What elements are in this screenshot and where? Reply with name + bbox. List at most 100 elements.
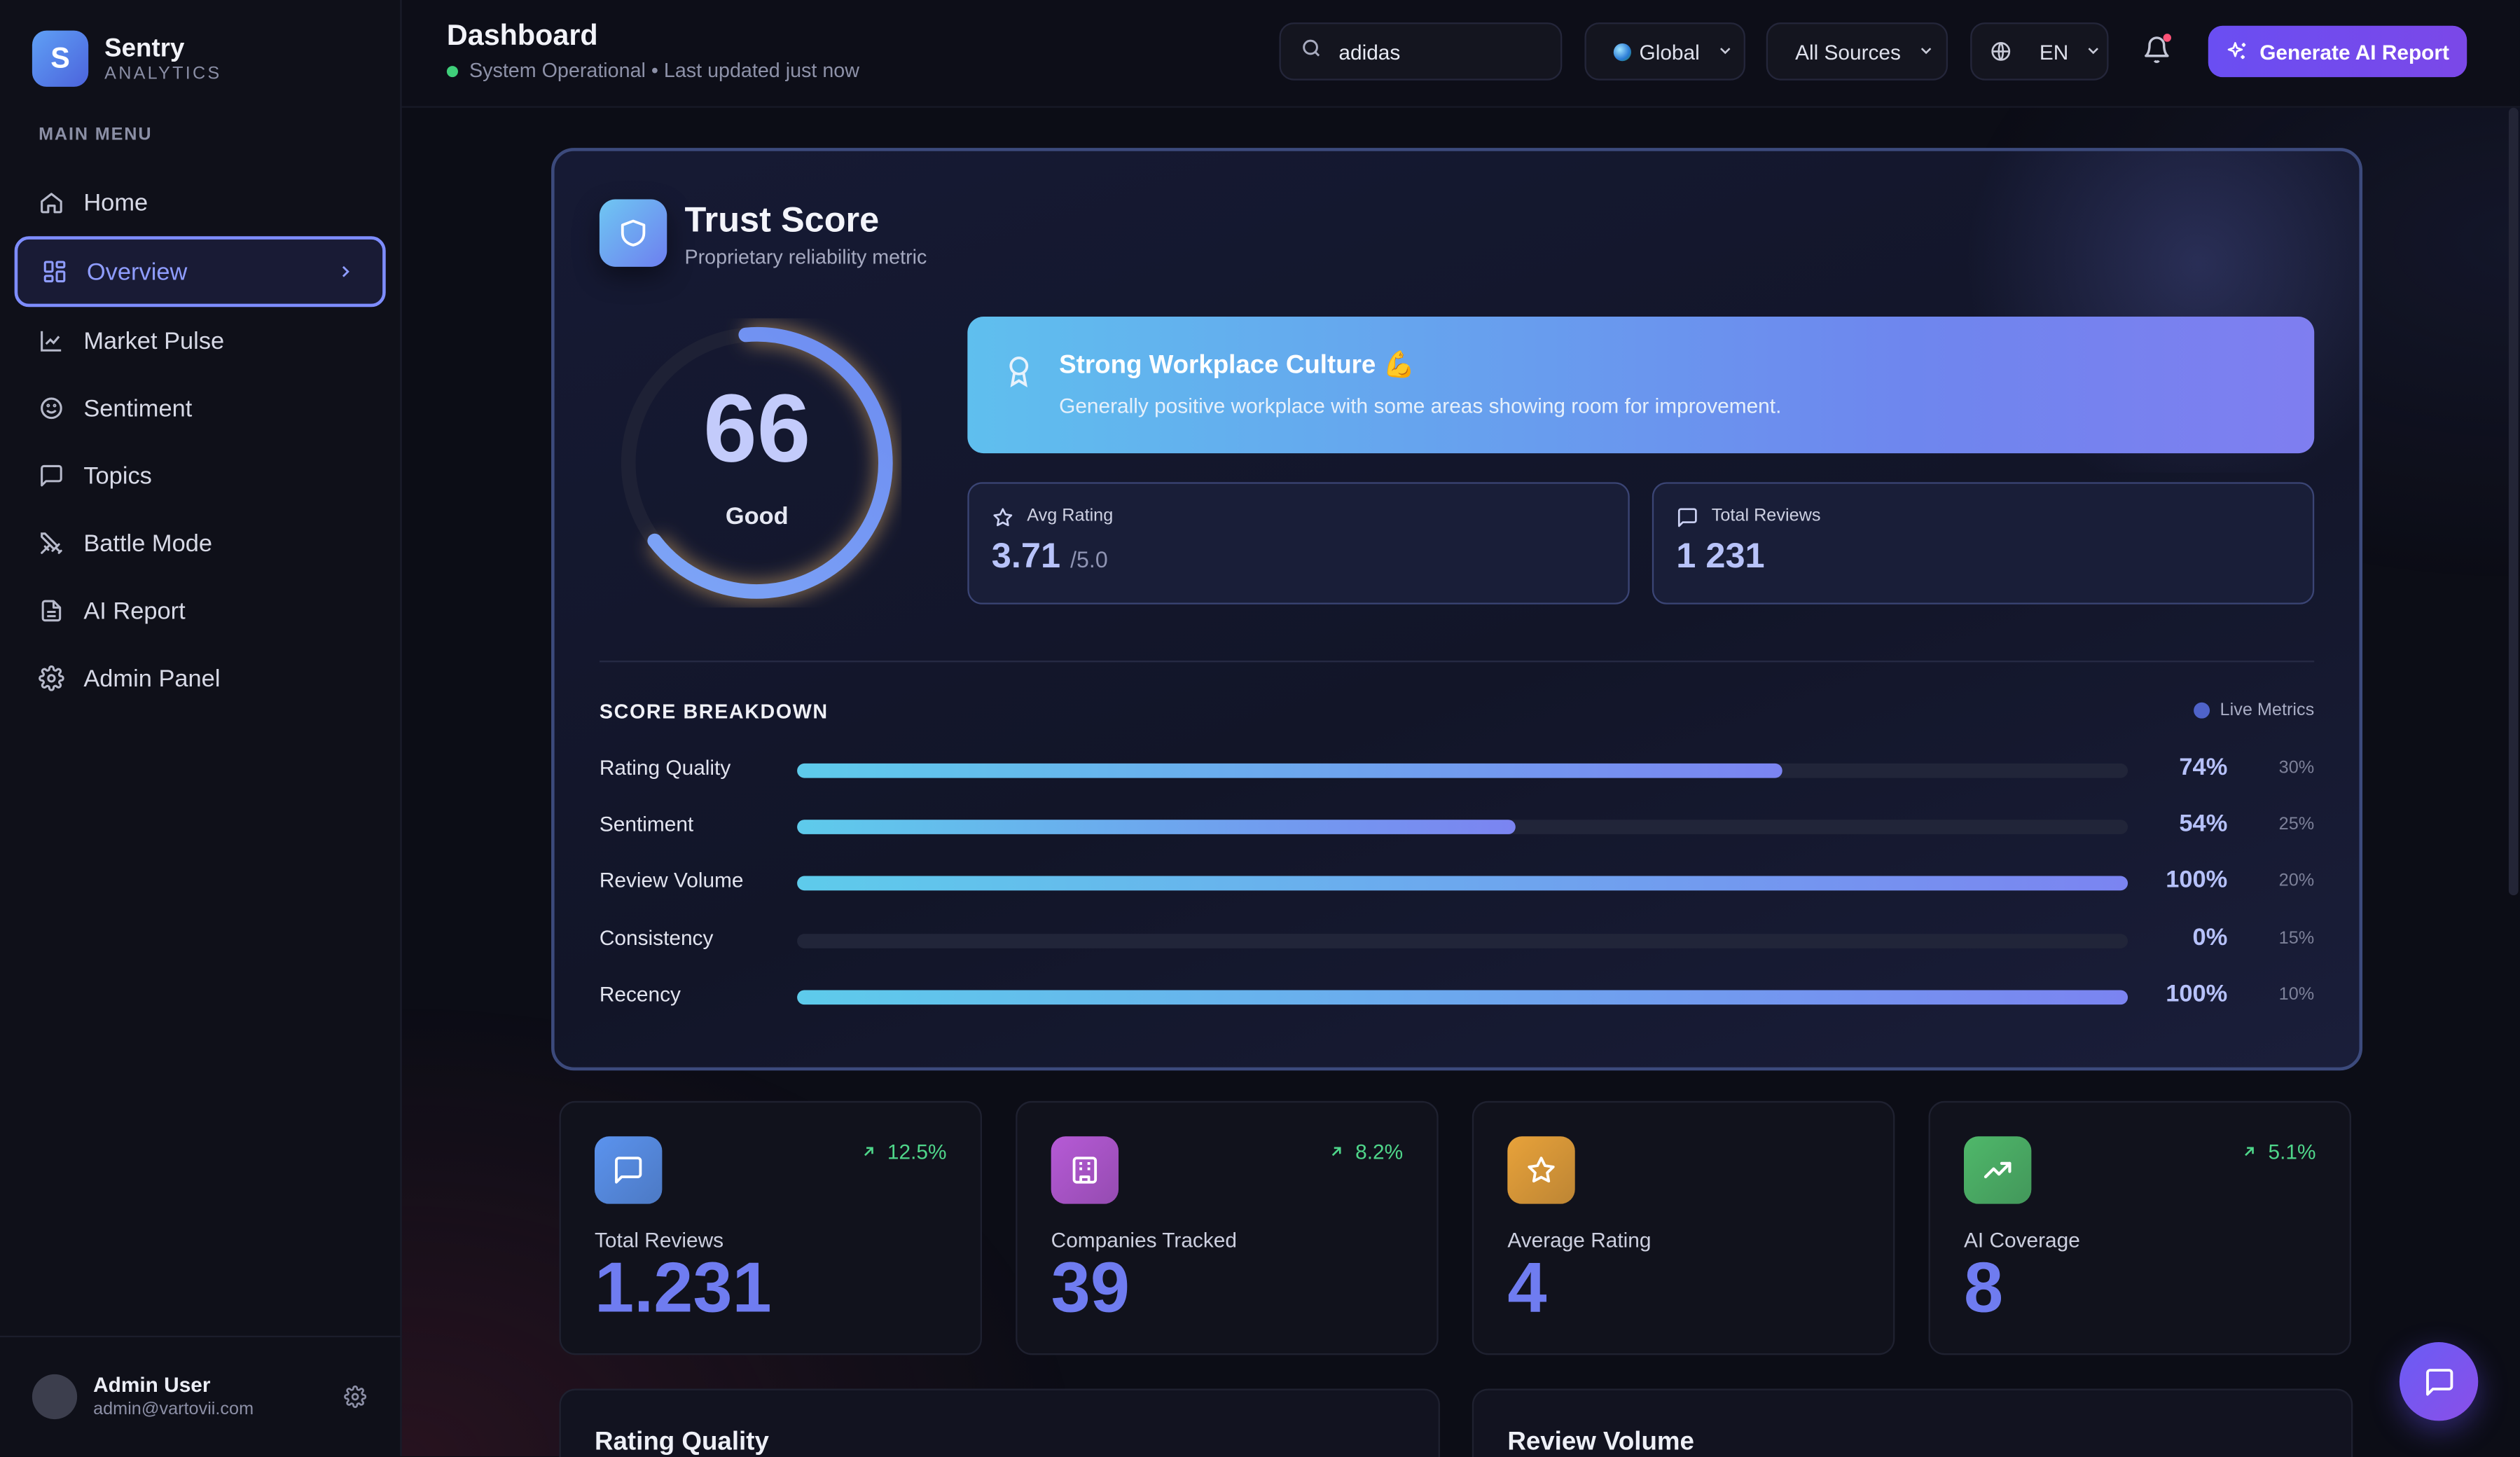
scrollbar[interactable] xyxy=(2508,107,2519,896)
avg-rating-value: 3.71 /5.0 xyxy=(992,535,1108,577)
stat-value: 39 xyxy=(1051,1248,1130,1328)
score-gauge xyxy=(618,324,896,602)
breakdown-title: SCORE BREAKDOWN xyxy=(599,700,829,724)
stat-card-ai-coverage[interactable]: 5.1% AI Coverage 8 xyxy=(1928,1100,2351,1355)
system-status: System Operational • Last updated just n… xyxy=(446,60,859,82)
sidebar-item-ai-report[interactable]: AI Report xyxy=(15,577,386,644)
breakdown-percent: 0% xyxy=(2192,924,2228,952)
sidebar-item-sentiment[interactable]: Sentiment xyxy=(15,375,386,442)
score-value: 66 xyxy=(703,374,811,483)
sidebar-item-label: Topics xyxy=(83,462,152,490)
breakdown-percent: 100% xyxy=(2166,980,2228,1008)
breakdown-row: Rating Quality 74% 30% xyxy=(600,754,2314,786)
chevron-down-icon xyxy=(1716,39,1733,63)
trending-up-icon xyxy=(1964,1136,2032,1204)
stat-label: Average Rating xyxy=(1507,1228,1652,1252)
review-volume-card: Review Volume xyxy=(1472,1388,2353,1457)
sidebar-item-topics[interactable]: Topics xyxy=(15,442,386,509)
trend-value: 5.1% xyxy=(2268,1139,2316,1164)
chat-icon xyxy=(2423,1365,2455,1397)
home-icon xyxy=(39,190,64,216)
breakdown-bar-fill xyxy=(797,820,1516,834)
total-reviews-value: 1 231 xyxy=(1676,535,1765,576)
chevron-down-icon xyxy=(2084,39,2102,63)
breakdown-percent: 100% xyxy=(2166,866,2228,894)
grid-icon xyxy=(42,258,68,284)
sidebar-item-market-pulse[interactable]: Market Pulse xyxy=(15,307,386,374)
star-icon xyxy=(1507,1136,1575,1204)
breakdown-bar-track xyxy=(797,820,2128,834)
trend-value: 8.2% xyxy=(1355,1139,1404,1164)
stat-card-average-rating[interactable]: Average Rating 4 xyxy=(1472,1100,1895,1355)
message-square-icon xyxy=(1676,506,1698,537)
avg-rating-label: Avg Rating xyxy=(1027,506,1114,526)
stat-value: 1.231 xyxy=(595,1248,772,1328)
breakdown-weight: 25% xyxy=(2278,815,2315,834)
sidebar-item-label: Admin Panel xyxy=(83,664,221,692)
stat-card-total-reviews[interactable]: 12.5% Total Reviews 1.231 xyxy=(559,1100,983,1355)
search-input[interactable] xyxy=(1338,39,1532,64)
avg-rating-card: Avg Rating 3.71 /5.0 xyxy=(967,482,1630,605)
message-icon xyxy=(595,1136,663,1204)
breakdown-row: Sentiment 54% 25% xyxy=(600,810,2314,842)
sources-value: All Sources xyxy=(1795,39,1901,64)
building-icon xyxy=(1051,1136,1119,1204)
notifications-button[interactable] xyxy=(2142,34,2172,72)
avg-rating-number: 3.71 xyxy=(991,535,1061,576)
generate-ai-report-button[interactable]: Generate AI Report xyxy=(2208,25,2467,78)
page-title: Dashboard xyxy=(446,19,598,52)
user-settings-icon[interactable] xyxy=(344,1386,367,1416)
sidebar-item-admin-panel[interactable]: Admin Panel xyxy=(15,644,386,712)
trend-value: 12.5% xyxy=(887,1139,947,1164)
user-email: admin@vartovii.com xyxy=(93,1400,254,1420)
score-label: Good xyxy=(725,503,789,531)
live-metrics-label: Live Metrics xyxy=(2220,700,2315,720)
user-name: Admin User xyxy=(93,1372,211,1397)
card-title: Rating Quality xyxy=(595,1428,769,1456)
avatar[interactable] xyxy=(32,1374,78,1420)
chat-button[interactable] xyxy=(2399,1341,2479,1421)
live-dot xyxy=(2194,702,2210,719)
sidebar: S Sentry ANALYTICS MAIN MENU Home Overvi… xyxy=(0,0,402,1456)
sidebar-item-label: Home xyxy=(83,188,148,216)
sidebar-item-label: Battle Mode xyxy=(83,530,212,558)
card-title: Review Volume xyxy=(1507,1428,1694,1456)
bell-icon xyxy=(2142,36,2171,71)
sidebar-item-overview[interactable]: Overview xyxy=(14,236,386,308)
sidebar-item-label: AI Report xyxy=(83,597,186,625)
sparkles-icon xyxy=(2226,40,2259,62)
stat-value: 4 xyxy=(1507,1248,1547,1328)
generate-label: Generate AI Report xyxy=(2259,39,2449,64)
stat-value: 8 xyxy=(1964,1248,2004,1328)
breakdown-row: Review Volume 100% 20% xyxy=(600,866,2314,899)
region-select[interactable]: Global xyxy=(1584,22,1745,81)
brand-subtitle: ANALYTICS xyxy=(104,63,222,83)
sidebar-item-label: Sentiment xyxy=(83,394,193,422)
brand[interactable]: S Sentry ANALYTICS xyxy=(32,30,222,87)
trust-score-title: Trust Score xyxy=(684,199,880,240)
status-dot xyxy=(446,64,458,76)
breakdown-bar-fill xyxy=(797,876,2128,891)
breakdown-row: Recency 100% 10% xyxy=(600,981,2314,1013)
breakdown-label: Rating Quality xyxy=(599,755,731,780)
stat-card-companies-tracked[interactable]: 8.2% Companies Tracked 39 xyxy=(1016,1100,1439,1355)
smile-icon xyxy=(39,395,64,421)
chevron-down-icon xyxy=(1917,39,1934,63)
brand-logo: S xyxy=(32,30,89,87)
language-value: EN xyxy=(2039,39,2069,64)
stat-label: Companies Tracked xyxy=(1051,1228,1237,1252)
breakdown-label: Review Volume xyxy=(599,868,744,892)
search-box[interactable] xyxy=(1279,22,1563,81)
sources-select[interactable]: All Sources xyxy=(1766,22,1948,81)
trend-badge: 5.1% xyxy=(2241,1139,2316,1164)
language-select[interactable]: EN xyxy=(1970,22,2109,81)
breakdown-weight: 20% xyxy=(2278,871,2315,891)
breakdown-row: Consistency 0% 15% xyxy=(600,924,2314,956)
breakdown-label: Consistency xyxy=(599,925,714,951)
globe-icon xyxy=(1990,40,2012,62)
sidebar-item-home[interactable]: Home xyxy=(15,169,386,236)
breakdown-bar-fill xyxy=(797,763,1782,778)
arrow-up-right-icon xyxy=(1332,1147,1342,1156)
sidebar-item-battle-mode[interactable]: Battle Mode xyxy=(15,509,386,576)
breakdown-label: Recency xyxy=(599,982,681,1007)
